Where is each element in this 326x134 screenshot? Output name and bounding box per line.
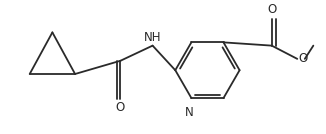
Text: O: O [116,101,125,114]
Text: NH: NH [144,31,161,44]
Text: N: N [185,106,194,119]
Text: O: O [298,52,307,65]
Text: O: O [267,3,276,16]
